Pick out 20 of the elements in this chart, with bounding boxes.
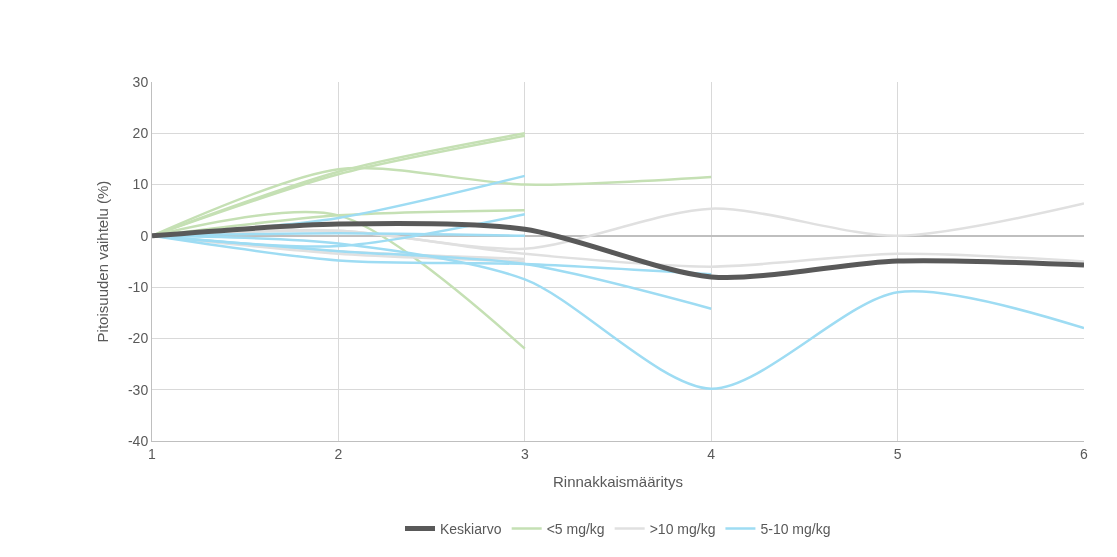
y-tick-label: 0 — [140, 227, 149, 244]
x-tick-label: 3 — [520, 445, 529, 462]
legend-label: Keskiarvo — [440, 520, 502, 537]
legend-label: 5-10 mg/kg — [760, 520, 831, 537]
y-tick-label: -30 — [127, 381, 149, 398]
legend-label: >10 mg/kg — [649, 520, 716, 537]
y-tick-label: -40 — [127, 432, 149, 449]
y-tick-label: 20 — [132, 125, 149, 142]
y-tick-label: -20 — [127, 330, 149, 347]
x-tick-label: 2 — [334, 445, 343, 462]
x-tick-label: 6 — [1080, 445, 1089, 462]
y-axis-title: Pitoisuuden vaihtelu (%) — [94, 180, 112, 343]
x-axis-title: Rinnakkaismääritys — [552, 472, 684, 490]
x-tick-label: 1 — [148, 445, 157, 462]
y-tick-label: 30 — [132, 73, 149, 90]
legend-label: <5 mg/kg — [546, 520, 605, 537]
y-tick-label: -10 — [127, 279, 149, 296]
y-tick-label: 10 — [132, 176, 149, 193]
x-tick-label: 5 — [893, 445, 902, 462]
x-tick-label: 4 — [707, 445, 716, 462]
